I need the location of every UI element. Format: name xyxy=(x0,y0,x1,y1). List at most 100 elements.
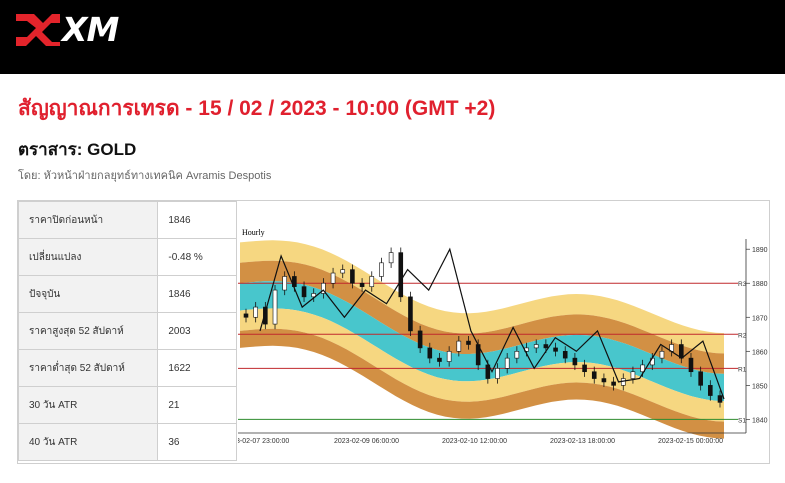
y-tick-label: 1890 xyxy=(752,247,768,254)
signal-panel: ราคาปิดก่อนหน้า 1846 เปลี่ยนแปลง -0.48 % ป… xyxy=(17,200,770,464)
candle-body xyxy=(301,286,307,298)
logo-wordmark: XM xyxy=(62,10,119,49)
xm-logo[interactable]: XM xyxy=(14,10,138,49)
stat-value: 1846 xyxy=(157,201,237,239)
candle-body xyxy=(640,364,645,373)
channel-bands xyxy=(240,240,724,439)
candle-body xyxy=(708,385,713,396)
candle-body xyxy=(253,306,258,318)
level-label-r2: R2 xyxy=(738,332,747,339)
zigzag-path xyxy=(259,247,725,400)
y-axis-ticks: 1840 1850 1860 1870 1880 1890 xyxy=(746,247,768,424)
x-tick-label: 2023-02-09 06:00:00 xyxy=(334,438,399,445)
candle-body xyxy=(679,344,684,359)
stat-label: ราคาปิดก่อนหน้า xyxy=(17,201,159,239)
candle-body xyxy=(543,344,549,349)
band-layer-2 xyxy=(240,281,724,402)
candle-body xyxy=(369,276,375,287)
candle-body xyxy=(601,378,607,383)
candle-body xyxy=(698,371,703,386)
band-layer-0 xyxy=(240,240,724,354)
candle-body xyxy=(243,313,249,318)
band-layer-3 xyxy=(240,308,724,422)
candle-body xyxy=(504,357,510,369)
stat-value: 21 xyxy=(157,386,237,424)
candle-body xyxy=(572,357,578,366)
stats-row: ปัจจุบัน 1846 xyxy=(17,275,237,313)
stats-row: เปลี่ยนแปลง -0.48 % xyxy=(17,238,237,276)
stat-label: 30 วัน ATR xyxy=(17,386,159,424)
candle-body xyxy=(379,262,384,277)
candle-body xyxy=(272,289,278,325)
stats-row: 30 วัน ATR 21 xyxy=(17,386,237,424)
candle-body xyxy=(359,282,365,287)
candle-body xyxy=(659,351,665,359)
candle-body xyxy=(282,276,287,291)
x-tick-label: 3-02-07 23:00:00 xyxy=(238,438,289,445)
stat-value: -0.48 % xyxy=(157,238,237,276)
y-tick-label: 1850 xyxy=(752,383,768,390)
xm-logo-mark-icon xyxy=(16,14,60,46)
stat-label: 40 วัน ATR xyxy=(17,423,159,461)
y-tick-label: 1860 xyxy=(752,349,768,356)
price-chart-svg: Hourly R3 R2 R1 S1 1840 1850 1860 1870 1880 1890… xyxy=(238,228,768,445)
candle-body xyxy=(311,293,317,298)
page-title: สัญญาณการเทรด - 15 / 02 / 2023 - 10:00 (… xyxy=(18,97,496,120)
candle-body xyxy=(495,368,500,379)
candle-body xyxy=(350,269,355,284)
instrument-label: ตราสาร: GOLD xyxy=(18,140,137,159)
stats-row: ราคาปิดก่อนหน้า 1846 xyxy=(17,201,237,239)
stats-row: 40 วัน ATR 36 xyxy=(17,423,237,461)
band-layer-4 xyxy=(240,328,724,439)
y-tick-label: 1840 xyxy=(752,417,768,424)
x-tick-label: 2023-02-13 18:00:00 xyxy=(550,438,615,445)
stat-label: ปัจจุบัน xyxy=(17,275,159,313)
x-tick-label: 2023-02-15 00:00:00 xyxy=(658,438,723,445)
candle-body xyxy=(688,357,694,373)
candle-body xyxy=(437,357,442,362)
candle-body xyxy=(514,351,520,359)
stat-value: 2003 xyxy=(157,312,237,350)
header-bar: XM xyxy=(0,0,785,74)
level-label-s1: S1 xyxy=(738,417,746,424)
candle-body xyxy=(562,351,568,359)
timeframe-label: Hourly xyxy=(242,228,265,237)
candle-body xyxy=(388,252,394,264)
x-tick-label: 2023-02-10 12:00:00 xyxy=(442,438,507,445)
candle-body xyxy=(611,381,616,386)
candle-body xyxy=(417,330,423,349)
stat-label: เปลี่ยนแปลง xyxy=(17,238,159,276)
level-label-r1: R1 xyxy=(738,366,747,373)
x-axis-ticks: 3-02-07 23:00:00 2023-02-09 06:00:00 2023-… xyxy=(238,438,723,445)
candle-body xyxy=(427,347,433,359)
stat-label: ราคาต่ำสุด 52 สัปดาห์ xyxy=(17,349,159,387)
level-label-r3: R3 xyxy=(738,281,747,288)
candle-body xyxy=(446,351,452,362)
stat-value: 1846 xyxy=(157,275,237,313)
price-chart: Hourly R3 R2 R1 S1 1840 1850 1860 1870 1880 1890… xyxy=(238,201,769,463)
stats-table: ราคาปิดก่อนหน้า 1846 เปลี่ยนแปลง -0.48 % ป… xyxy=(17,201,237,461)
candle-body xyxy=(263,306,268,325)
candle-body xyxy=(591,371,597,379)
candle-body xyxy=(321,282,326,294)
candle-body xyxy=(456,340,462,352)
candle-body xyxy=(717,395,723,403)
stat-label: ราคาสูงสุด 52 สัปดาห์ xyxy=(17,312,159,350)
y-tick-label: 1870 xyxy=(752,315,768,322)
zigzag-line xyxy=(259,247,725,400)
candle-body xyxy=(466,340,471,345)
candle-body xyxy=(340,269,346,274)
stats-row: ราคาสูงสุด 52 สัปดาห์ 2003 xyxy=(17,312,237,350)
stat-value: 1622 xyxy=(157,349,237,387)
candle-body xyxy=(408,296,413,332)
candle-body xyxy=(553,347,558,352)
candle-body xyxy=(398,252,404,298)
stats-row: ราคาต่ำสุด 52 สัปดาห์ 1622 xyxy=(17,349,237,387)
candle-body xyxy=(533,344,539,349)
y-tick-label: 1880 xyxy=(752,281,768,288)
candle-body xyxy=(582,364,587,373)
stat-value: 36 xyxy=(157,423,237,461)
author-line: โดย: หัวหน้าฝ่ายกลยุทธ์ทางเทคนิค Avramis… xyxy=(18,170,272,182)
candle-body xyxy=(330,272,336,284)
candle-body xyxy=(630,371,636,379)
